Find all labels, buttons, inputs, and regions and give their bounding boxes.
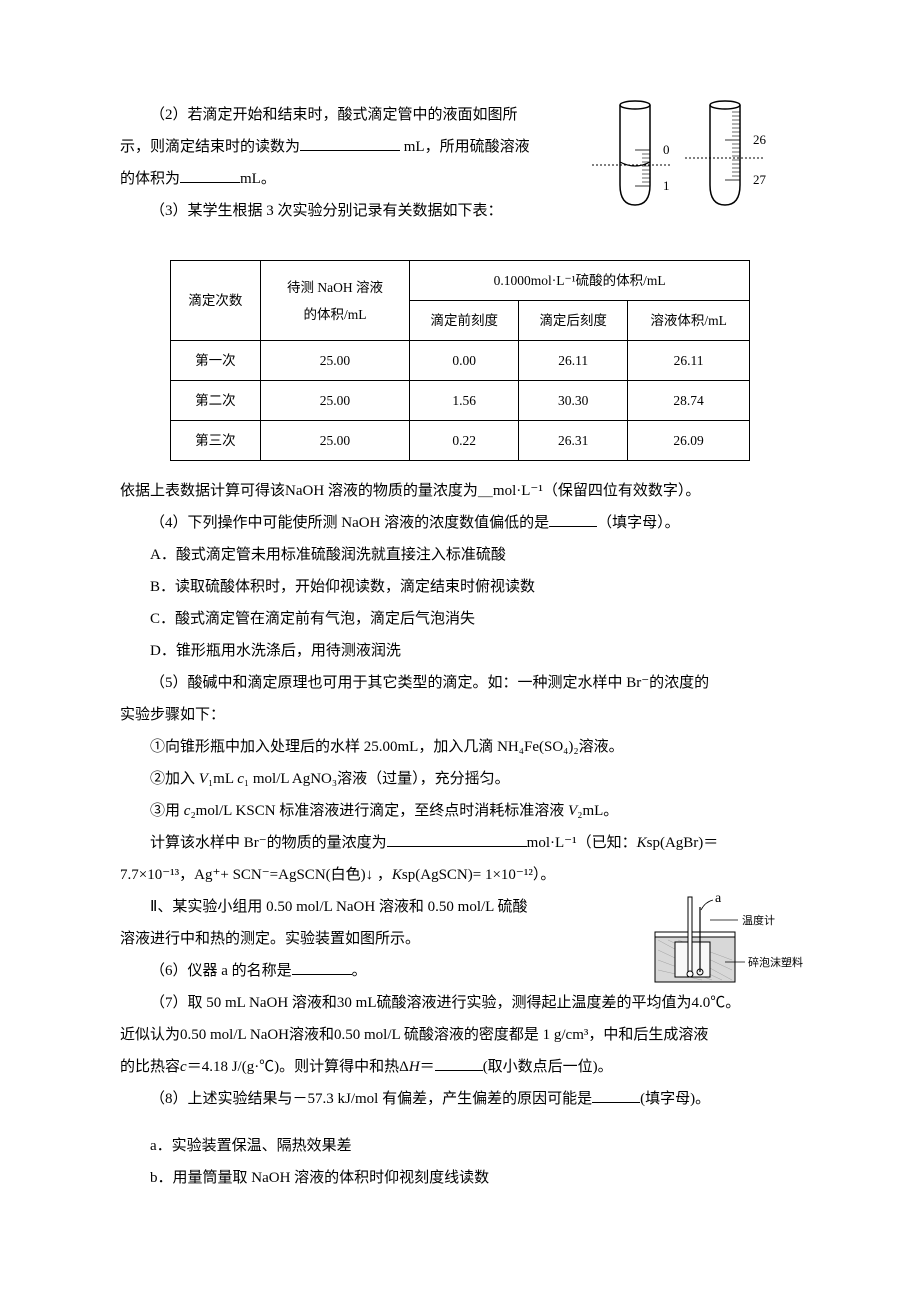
titration-data-table: 滴定次数 待测 NaOH 溶液的体积/mL 0.1000mol·L⁻¹硫酸的体积…: [170, 260, 750, 461]
blank-q6: [292, 974, 352, 975]
q2-line2-text: 示，则滴定结束时的读数为: [120, 139, 300, 155]
table-row: 第二次 25.00 1.56 30.30 28.74: [171, 381, 750, 421]
q4-c: C．酸式滴定管在滴定前有气泡，滴定后气泡消失: [120, 604, 800, 634]
burette-left-zero: 0: [663, 142, 670, 157]
q5-l2: 实验步骤如下：: [120, 700, 800, 730]
q2-line3b: mL。: [240, 171, 276, 187]
burette-diagram: 0 1 26 27: [590, 100, 810, 235]
q7-l2: 近似认为0.50 mol/L NaOH溶液和0.50 mol/L 硫酸溶液的密度…: [120, 1020, 800, 1050]
q2-line3a: 的体积为: [120, 171, 180, 187]
blank-end-reading: [300, 150, 400, 151]
burette-right-26: 26: [753, 132, 767, 147]
label-foam: 碎泡沫塑料: [748, 955, 803, 969]
th-count: 滴定次数: [171, 261, 261, 341]
q6: （6）仪器 a 的名称是。: [120, 956, 580, 986]
q5-calc: 计算该水样中 Br⁻的物质的量浓度为mol·L⁻¹（已知：Ksp(AgBr)＝: [120, 828, 800, 858]
q4-b: B．读取硫酸体积时，开始仰视读数，滴定结束时俯视读数: [120, 572, 800, 602]
q5-s1: ①向锥形瓶中加入处理后的水样 25.00mL，加入几滴 NH₄Fe(SO₄)₂溶…: [120, 732, 800, 762]
blank-q4: [549, 526, 597, 527]
th-after: 滴定后刻度: [519, 301, 628, 341]
q8-b: b．用量筒量取 NaOH 溶液的体积时仰视刻度线读数: [120, 1163, 800, 1193]
blank-q5: [387, 846, 527, 847]
q2-line2: 示，则滴定结束时的读数为 mL，所用硫酸溶液: [120, 132, 550, 162]
blank-q8: [592, 1102, 640, 1103]
label-a: a: [715, 892, 722, 906]
q4-a: A．酸式滴定管未用标准硫酸润洗就直接注入标准硫酸: [120, 540, 800, 570]
q3-after: 依据上表数据计算可得该NaOH 溶液的物质的量浓度为＿mol·L⁻¹（保留四位有…: [120, 476, 800, 506]
th-volume: 待测 NaOH 溶液的体积/mL: [260, 261, 410, 341]
q3-intro: （3）某学生根据 3 次实验分别记录有关数据如下表：: [120, 196, 550, 226]
label-thermometer: 温度计: [742, 913, 775, 927]
q5-l1: （5）酸碱中和滴定原理也可用于其它类型的滴定。如：一种测定水样中 Br⁻的浓度的: [120, 668, 800, 698]
q8: （8）上述实验结果与－57.3 kJ/mol 有偏差，产生偏差的原因可能是(填字…: [120, 1084, 800, 1114]
q4-intro: （4）下列操作中可能使所测 NaOH 溶液的浓度数值偏低的是（填字母）。: [120, 508, 800, 538]
q4-d: D．锥形瓶用水洗涤后，用待测液润洗: [120, 636, 800, 666]
table-row: 第一次 25.00 0.00 26.11 26.11: [171, 341, 750, 381]
q2-line2b: mL，所用硫酸溶液: [400, 139, 530, 155]
blank-q7: [435, 1070, 483, 1071]
q5-ksp: 7.7×10⁻¹³，Ag⁺+ SCN⁻=AgSCN(白色)↓ ，Ksp(AgSC…: [120, 860, 800, 890]
th-acid: 0.1000mol·L⁻¹硫酸的体积/mL: [410, 261, 750, 301]
burette-right-27: 27: [753, 172, 767, 187]
q8-a: a．实验装置保温、隔热效果差: [120, 1131, 800, 1161]
th-before: 滴定前刻度: [410, 301, 519, 341]
part2-l1: Ⅱ、某实验小组用 0.50 mol/L NaOH 溶液和 0.50 mol/L …: [120, 892, 580, 922]
blank-volume: [180, 182, 240, 183]
q2-line3: 的体积为 mL。: [120, 164, 550, 194]
part2-l2: 溶液进行中和热的测定。实验装置如图所示。: [120, 924, 580, 954]
q5-s2: ②加入 V₁mL c₁ mol/L AgNO₃溶液（过量），充分摇匀。: [120, 764, 800, 794]
q7-l3: 的比热容c＝4.18 J/(g·℃)。则计算得中和热ΔH＝(取小数点后一位)。: [120, 1052, 800, 1082]
th-sol: 溶液体积/mL: [628, 301, 750, 341]
burette-left-one: 1: [663, 178, 670, 193]
q5-s3: ③用 c₂mol/L KSCN 标准溶液进行滴定，至终点时消耗标准溶液 V₂mL…: [120, 796, 800, 826]
table-row: 第三次 25.00 0.22 26.31 26.09: [171, 421, 750, 461]
calorimeter-diagram: a 温度计 碎泡沫塑料: [650, 892, 820, 987]
q2-line1: （2）若滴定开始和结束时，酸式滴定管中的液面如图所: [120, 100, 550, 130]
q7-l1: （7）取 50 mL NaOH 溶液和30 mL硫酸溶液进行实验，测得起止温度差…: [120, 988, 800, 1018]
